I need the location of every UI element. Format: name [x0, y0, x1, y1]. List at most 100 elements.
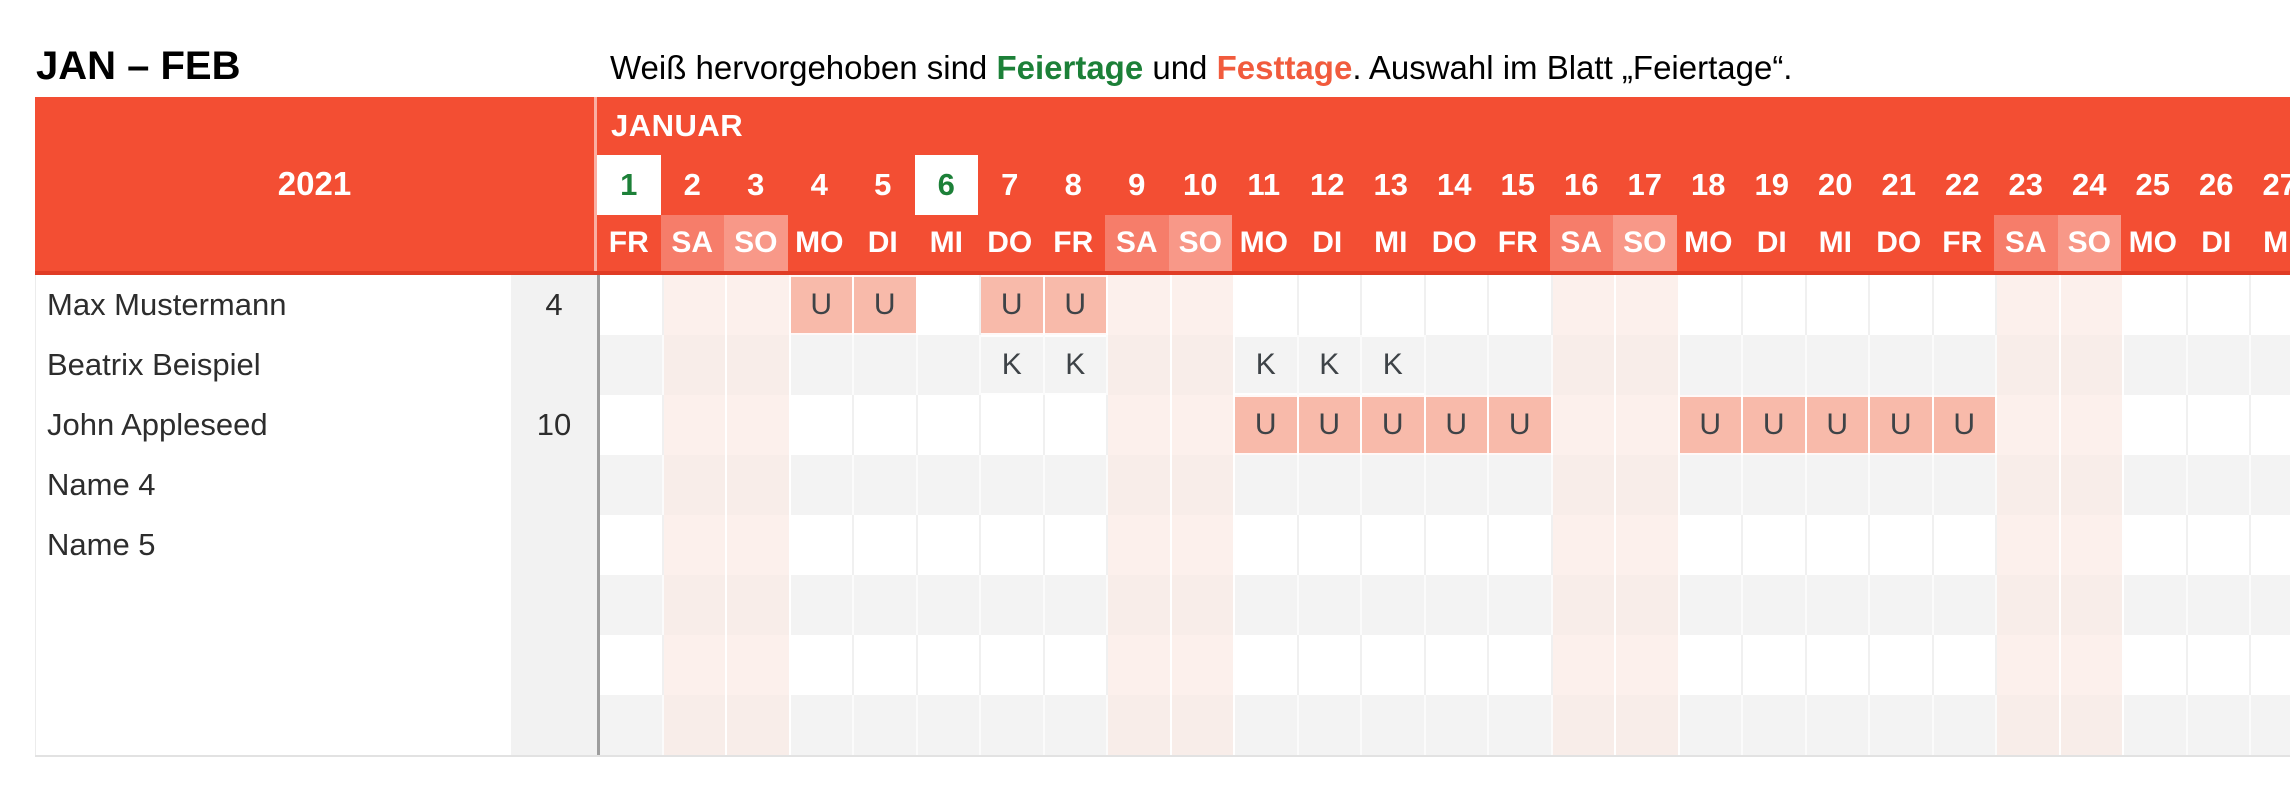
day-cell[interactable] [2060, 335, 2124, 395]
weekday-cell[interactable]: FR [1497, 226, 1538, 259]
day-cell[interactable] [2060, 515, 2124, 575]
day-number-cell[interactable]: 8 [1064, 167, 1082, 202]
absence-cell[interactable]: U [854, 275, 918, 335]
day-cell[interactable] [2187, 335, 2251, 395]
day-cell[interactable] [854, 695, 918, 755]
day-cell[interactable] [981, 635, 1045, 695]
day-cell[interactable] [1171, 275, 1235, 335]
day-cell[interactable] [1362, 515, 1426, 575]
weekday-cell[interactable]: FR [608, 226, 649, 259]
day-number-cell[interactable]: 23 [2008, 167, 2043, 202]
weekday-cell[interactable]: SO [724, 215, 788, 271]
day-cell[interactable] [1997, 575, 2061, 635]
day-cell[interactable] [2060, 575, 2124, 635]
vacation-count-cell[interactable] [511, 575, 597, 635]
day-number-cell[interactable]: 26 [2199, 167, 2234, 202]
vacation-count-cell[interactable] [511, 515, 597, 575]
employee-name-cell[interactable] [35, 695, 511, 755]
day-cell[interactable] [1489, 515, 1553, 575]
day-cell[interactable] [1870, 275, 1934, 335]
day-cell[interactable] [1235, 455, 1299, 515]
day-number-cell[interactable]: 9 [1128, 167, 1146, 202]
year-cell[interactable]: 2021 [35, 97, 597, 271]
day-number-cell-holiday[interactable]: 1 [597, 155, 661, 215]
day-cell[interactable] [2251, 635, 2290, 695]
day-cell[interactable] [1425, 275, 1489, 335]
day-cell[interactable] [1743, 275, 1807, 335]
day-cell[interactable] [1171, 635, 1235, 695]
day-cell[interactable] [1171, 335, 1235, 395]
day-cell[interactable] [790, 575, 854, 635]
day-cell[interactable] [1362, 695, 1426, 755]
day-cell[interactable] [1108, 335, 1172, 395]
day-cell[interactable] [1489, 695, 1553, 755]
day-cell[interactable] [1425, 635, 1489, 695]
day-cell[interactable] [917, 695, 981, 755]
day-cell[interactable] [1616, 515, 1680, 575]
day-cell[interactable] [1552, 455, 1616, 515]
weekday-cell[interactable]: DI [2201, 226, 2232, 259]
day-cell[interactable] [2060, 275, 2124, 335]
day-cell[interactable] [1298, 515, 1362, 575]
day-cell[interactable] [1362, 635, 1426, 695]
day-cell[interactable] [1806, 635, 1870, 695]
day-number-cell[interactable]: 20 [1818, 167, 1853, 202]
day-cell[interactable] [1743, 635, 1807, 695]
day-cell[interactable] [727, 575, 791, 635]
day-cell[interactable] [1997, 635, 2061, 695]
weekday-cell[interactable]: MO [2128, 226, 2177, 259]
day-cell[interactable] [600, 455, 664, 515]
day-number-cell[interactable]: 21 [1881, 167, 1916, 202]
day-cell[interactable] [1679, 335, 1743, 395]
day-cell[interactable] [981, 395, 1045, 455]
day-cell[interactable] [1997, 395, 2061, 455]
absence-cell[interactable]: U [1933, 395, 1997, 455]
day-cell[interactable] [917, 455, 981, 515]
day-cell[interactable] [1933, 515, 1997, 575]
day-cell[interactable] [1298, 695, 1362, 755]
day-cell[interactable] [1616, 335, 1680, 395]
day-cell[interactable] [1870, 455, 1934, 515]
day-cell[interactable] [917, 395, 981, 455]
weekday-cell[interactable]: FR [1942, 226, 1983, 259]
day-cell[interactable] [663, 635, 727, 695]
day-number-cell[interactable]: 11 [1247, 167, 1281, 202]
day-cell[interactable] [2124, 455, 2188, 515]
day-cell[interactable] [1362, 575, 1426, 635]
vacation-count-cell[interactable] [511, 455, 597, 515]
day-cell[interactable] [1933, 275, 1997, 335]
day-cell[interactable] [663, 515, 727, 575]
day-cell[interactable] [1616, 635, 1680, 695]
day-cell[interactable] [663, 695, 727, 755]
absence-cell[interactable]: K [1298, 335, 1362, 395]
day-cell[interactable] [917, 515, 981, 575]
weekday-cell[interactable]: DI [867, 226, 898, 259]
absence-cell[interactable]: U [1298, 395, 1362, 455]
day-cell[interactable] [854, 335, 918, 395]
day-cell[interactable] [600, 635, 664, 695]
weekday-cell[interactable]: MO [795, 226, 844, 259]
day-number-cell[interactable]: 14 [1437, 167, 1472, 202]
day-cell[interactable] [2251, 335, 2290, 395]
weekday-cell[interactable]: MI [929, 226, 963, 259]
absence-cell[interactable]: U [1489, 395, 1553, 455]
day-cell[interactable] [1933, 335, 1997, 395]
day-cell[interactable] [1044, 695, 1108, 755]
day-cell[interactable] [2187, 695, 2251, 755]
day-cell[interactable] [1806, 695, 1870, 755]
day-cell[interactable] [1679, 575, 1743, 635]
day-cell[interactable] [2060, 695, 2124, 755]
day-cell[interactable] [1552, 575, 1616, 635]
day-cell[interactable] [1679, 635, 1743, 695]
day-cell[interactable] [981, 515, 1045, 575]
day-cell[interactable] [1489, 275, 1553, 335]
day-cell[interactable] [727, 395, 791, 455]
day-number-cell[interactable]: 5 [874, 167, 892, 202]
absence-cell[interactable]: K [1362, 335, 1426, 395]
day-cell[interactable] [1870, 515, 1934, 575]
vacation-count-cell[interactable] [511, 335, 597, 395]
day-cell[interactable] [1552, 515, 1616, 575]
day-cell[interactable] [1298, 455, 1362, 515]
day-cell[interactable] [2124, 575, 2188, 635]
day-cell[interactable] [2187, 395, 2251, 455]
